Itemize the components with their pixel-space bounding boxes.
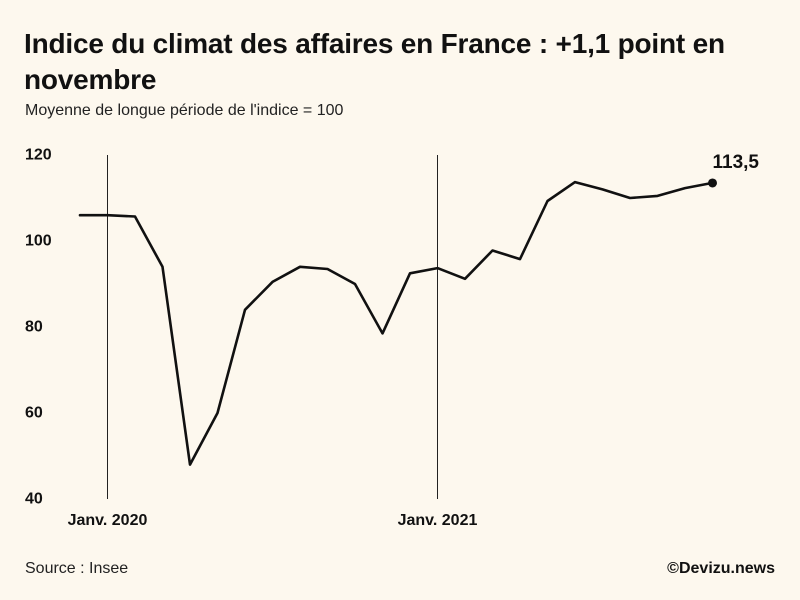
series-line-1 — [78, 180, 714, 466]
y-tick-label-60: 60 — [25, 405, 43, 422]
y-axis-ticks: 120 100 80 60 40 — [25, 147, 52, 508]
y-tick-label-120: 120 — [25, 147, 52, 164]
source-note: Source : Insee — [25, 560, 129, 577]
credit-label: ©Devizu.news — [667, 560, 775, 577]
y-tick-label-80: 80 — [25, 319, 43, 336]
x-tick-label-2021-01: Janv. 2021 — [398, 512, 478, 529]
y-tick-label-40: 40 — [25, 491, 43, 508]
end-value-label: 113,5 — [713, 152, 760, 173]
x-axis-ticks: Janv. 2020 Janv. 2021 — [68, 512, 478, 529]
end-point-marker — [708, 178, 717, 188]
chart-subtitle: Moyenne de longue période de l'indice = … — [25, 102, 344, 119]
chart-title: Indice du climat des affaires en France … — [24, 28, 725, 95]
series-group: 113,5 — [78, 152, 760, 466]
y-tick-label-100: 100 — [25, 233, 52, 250]
x-tick-label-2020-01: Janv. 2020 — [68, 512, 148, 529]
reference-lines — [107, 155, 438, 499]
